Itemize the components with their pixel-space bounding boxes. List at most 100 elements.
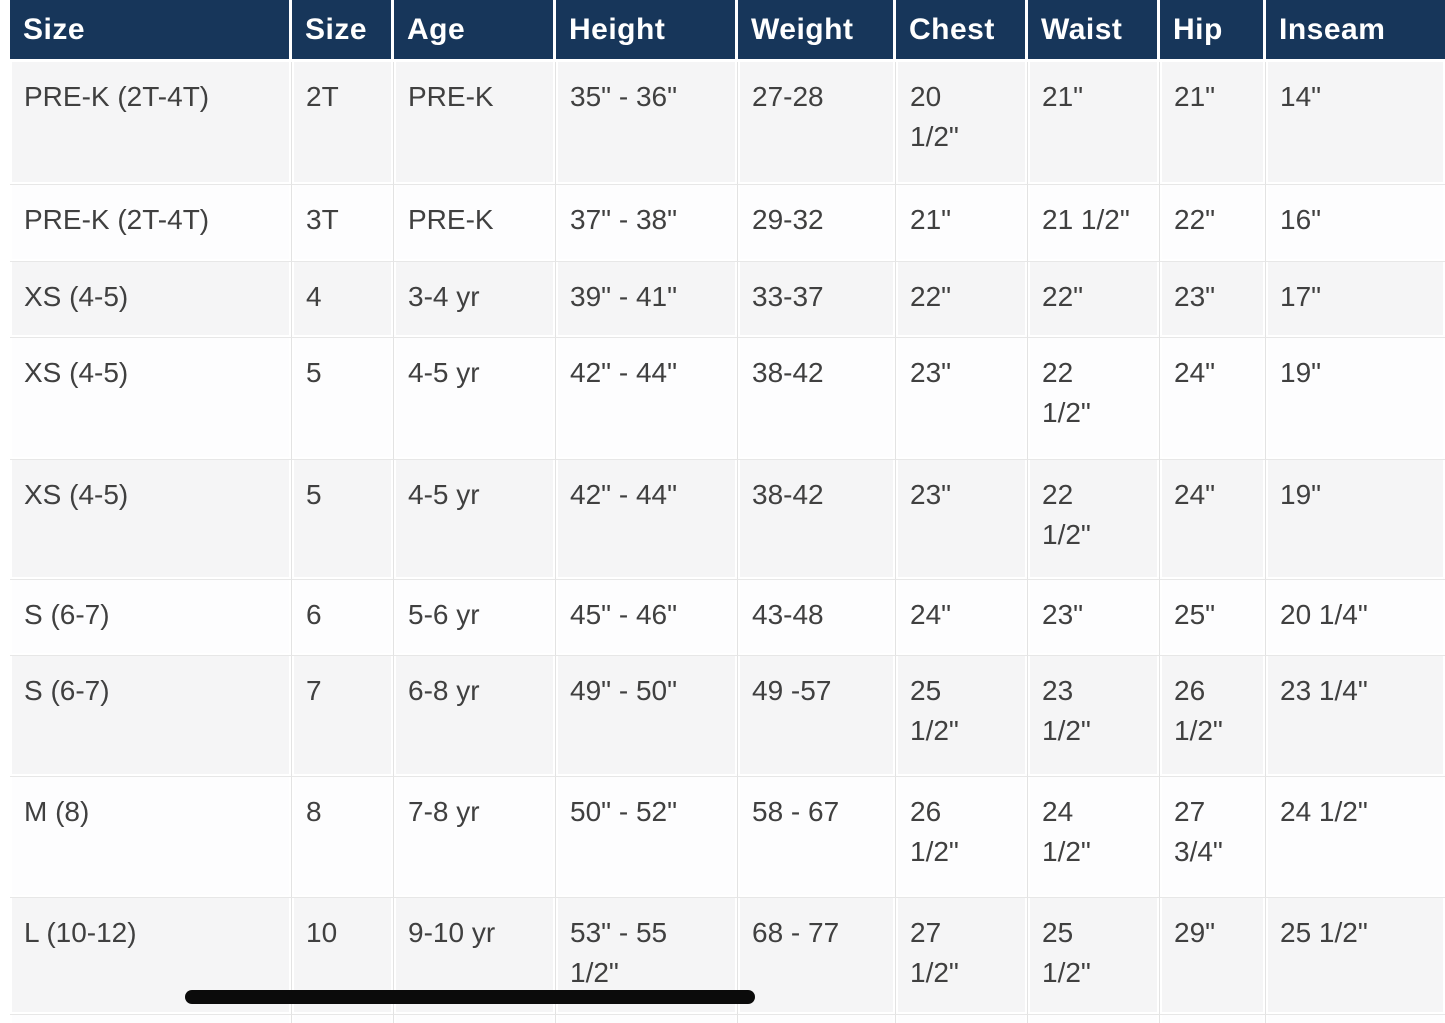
table-cell: 33-37 bbox=[738, 262, 896, 338]
table-cell: 23" bbox=[1028, 580, 1160, 656]
table-cell: S (6-7) bbox=[10, 656, 292, 777]
table-row: S (6-7) 7 6-8 yr 49" - 50" 49 -57 25 1/2" 23 1… bbox=[10, 656, 1445, 777]
column-header: Size bbox=[10, 0, 292, 62]
table-cell: 26 1/2" bbox=[896, 777, 1028, 898]
table-cell: 24 1/2" bbox=[1266, 777, 1445, 898]
table-cell: 21 1/2" bbox=[1028, 185, 1160, 262]
column-header: Inseam bbox=[1266, 0, 1445, 62]
table-row: S (6-7) 6 5-6 yr 45" - 46" 43-48 24" 23" 25" 20 … bbox=[10, 580, 1445, 656]
table-cell: 37" - 38" bbox=[556, 185, 738, 262]
table-cell bbox=[292, 1015, 394, 1023]
table-cell: 21" bbox=[1160, 62, 1266, 185]
table-cell: 5 bbox=[292, 338, 394, 460]
table-cell: 29" bbox=[1160, 898, 1266, 1015]
table-cell: 23" bbox=[896, 338, 1028, 460]
table-cell: 6 bbox=[292, 580, 394, 656]
table-cell: 24" bbox=[1160, 460, 1266, 580]
table-cell: PRE-K bbox=[394, 185, 556, 262]
table-cell bbox=[738, 1015, 896, 1023]
table-cell: 42" - 44" bbox=[556, 460, 738, 580]
table-cell: 22" bbox=[1028, 262, 1160, 338]
column-header: Hip bbox=[1160, 0, 1266, 62]
table-row: PRE-K (2T-4T) 3T PRE-K 37" - 38" 29-32 21" 21 … bbox=[10, 185, 1445, 262]
table-cell: 22" bbox=[1160, 185, 1266, 262]
table-cell: 22 1/2" bbox=[1028, 460, 1160, 580]
column-header: Height bbox=[556, 0, 738, 62]
column-header: Chest bbox=[896, 0, 1028, 62]
table-header: Size Size Age Height Weight Chest Waist Hip Inse… bbox=[10, 0, 1445, 62]
table-row: M (8) 8 7-8 yr 50" - 52" 58 - 67 26 1/2" 24 1/… bbox=[10, 777, 1445, 898]
table-cell: 23 1/2" bbox=[1028, 656, 1160, 777]
horizontal-scrollbar-thumb[interactable] bbox=[185, 990, 755, 1004]
table-cell: XS (4-5) bbox=[10, 262, 292, 338]
table-cell: 38-42 bbox=[738, 338, 896, 460]
table-cell: 5-6 yr bbox=[394, 580, 556, 656]
table-cell: 24" bbox=[896, 580, 1028, 656]
table-cell: 20 1/4" bbox=[1266, 580, 1445, 656]
table-row bbox=[10, 1015, 1445, 1023]
table-cell: 2T bbox=[292, 62, 394, 185]
table-cell: 42" - 44" bbox=[556, 338, 738, 460]
table-cell: 21" bbox=[1028, 62, 1160, 185]
table-cell: 22 1/2" bbox=[1028, 338, 1160, 460]
table-cell: 5 bbox=[292, 460, 394, 580]
table-cell: 38-42 bbox=[738, 460, 896, 580]
table-cell: 49" - 50" bbox=[556, 656, 738, 777]
table-cell: 25 1/2" bbox=[1028, 898, 1160, 1015]
header-row: Size Size Age Height Weight Chest Waist Hip Inse… bbox=[10, 0, 1445, 62]
table-cell: 19" bbox=[1266, 460, 1445, 580]
table-cell: 7-8 yr bbox=[394, 777, 556, 898]
table-cell: M (8) bbox=[10, 777, 292, 898]
table-cell: PRE-K (2T-4T) bbox=[10, 185, 292, 262]
table-cell: 4 bbox=[292, 262, 394, 338]
table-cell: 24" bbox=[1160, 338, 1266, 460]
table-cell: 17" bbox=[1266, 262, 1445, 338]
column-header: Waist bbox=[1028, 0, 1160, 62]
table-cell: 25 1/2" bbox=[896, 656, 1028, 777]
table-cell: 68 - 77 bbox=[738, 898, 896, 1015]
table-cell: 25" bbox=[1160, 580, 1266, 656]
table-cell: 20 1/2" bbox=[896, 62, 1028, 185]
table-row: PRE-K (2T-4T) 2T PRE-K 35" - 36" 27-28 20 1/2… bbox=[10, 62, 1445, 185]
table-cell: 4-5 yr bbox=[394, 460, 556, 580]
column-header: Age bbox=[394, 0, 556, 62]
table-cell: 8 bbox=[292, 777, 394, 898]
table-cell bbox=[394, 1015, 556, 1023]
table-cell: XS (4-5) bbox=[10, 338, 292, 460]
table-cell: 49 -57 bbox=[738, 656, 896, 777]
table-cell bbox=[10, 1015, 292, 1023]
table-cell: 27 3/4" bbox=[1160, 777, 1266, 898]
table-cell: XS (4-5) bbox=[10, 460, 292, 580]
table-cell: 35" - 36" bbox=[556, 62, 738, 185]
size-chart: Size Size Age Height Weight Chest Waist Hip Inse… bbox=[10, 0, 1445, 1023]
table-cell: 23 1/4" bbox=[1266, 656, 1445, 777]
table-row: XS (4-5) 5 4-5 yr 42" - 44" 38-42 23" 22 1/2" 2… bbox=[10, 460, 1445, 580]
table-cell: 50" - 52" bbox=[556, 777, 738, 898]
table-cell: 45" - 46" bbox=[556, 580, 738, 656]
table-row: XS (4-5) 4 3-4 yr 39" - 41" 33-37 22" 22" 23" 17… bbox=[10, 262, 1445, 338]
table-cell: 14" bbox=[1266, 62, 1445, 185]
table-cell: 24 1/2" bbox=[1028, 777, 1160, 898]
table-cell: 22" bbox=[896, 262, 1028, 338]
table-cell: 27 1/2" bbox=[896, 898, 1028, 1015]
table-cell: 25 1/2" bbox=[1266, 898, 1445, 1015]
table-row: XS (4-5) 5 4-5 yr 42" - 44" 38-42 23" 22 1/2" 2… bbox=[10, 338, 1445, 460]
table-cell bbox=[1160, 1015, 1266, 1023]
table-cell: 3T bbox=[292, 185, 394, 262]
table-cell: PRE-K (2T-4T) bbox=[10, 62, 292, 185]
table-cell: L (10-12) bbox=[10, 898, 292, 1015]
table-cell: 23" bbox=[896, 460, 1028, 580]
table-cell: 6-8 yr bbox=[394, 656, 556, 777]
table-cell: 19" bbox=[1266, 338, 1445, 460]
table-cell bbox=[896, 1015, 1028, 1023]
table-cell: PRE-K bbox=[394, 62, 556, 185]
table-cell bbox=[556, 1015, 738, 1023]
table-cell: 27-28 bbox=[738, 62, 896, 185]
table-cell: 26 1/2" bbox=[1160, 656, 1266, 777]
table-cell: 7 bbox=[292, 656, 394, 777]
table-cell bbox=[1266, 1015, 1445, 1023]
table-cell: 4-5 yr bbox=[394, 338, 556, 460]
table-cell: 23" bbox=[1160, 262, 1266, 338]
table-cell: 43-48 bbox=[738, 580, 896, 656]
